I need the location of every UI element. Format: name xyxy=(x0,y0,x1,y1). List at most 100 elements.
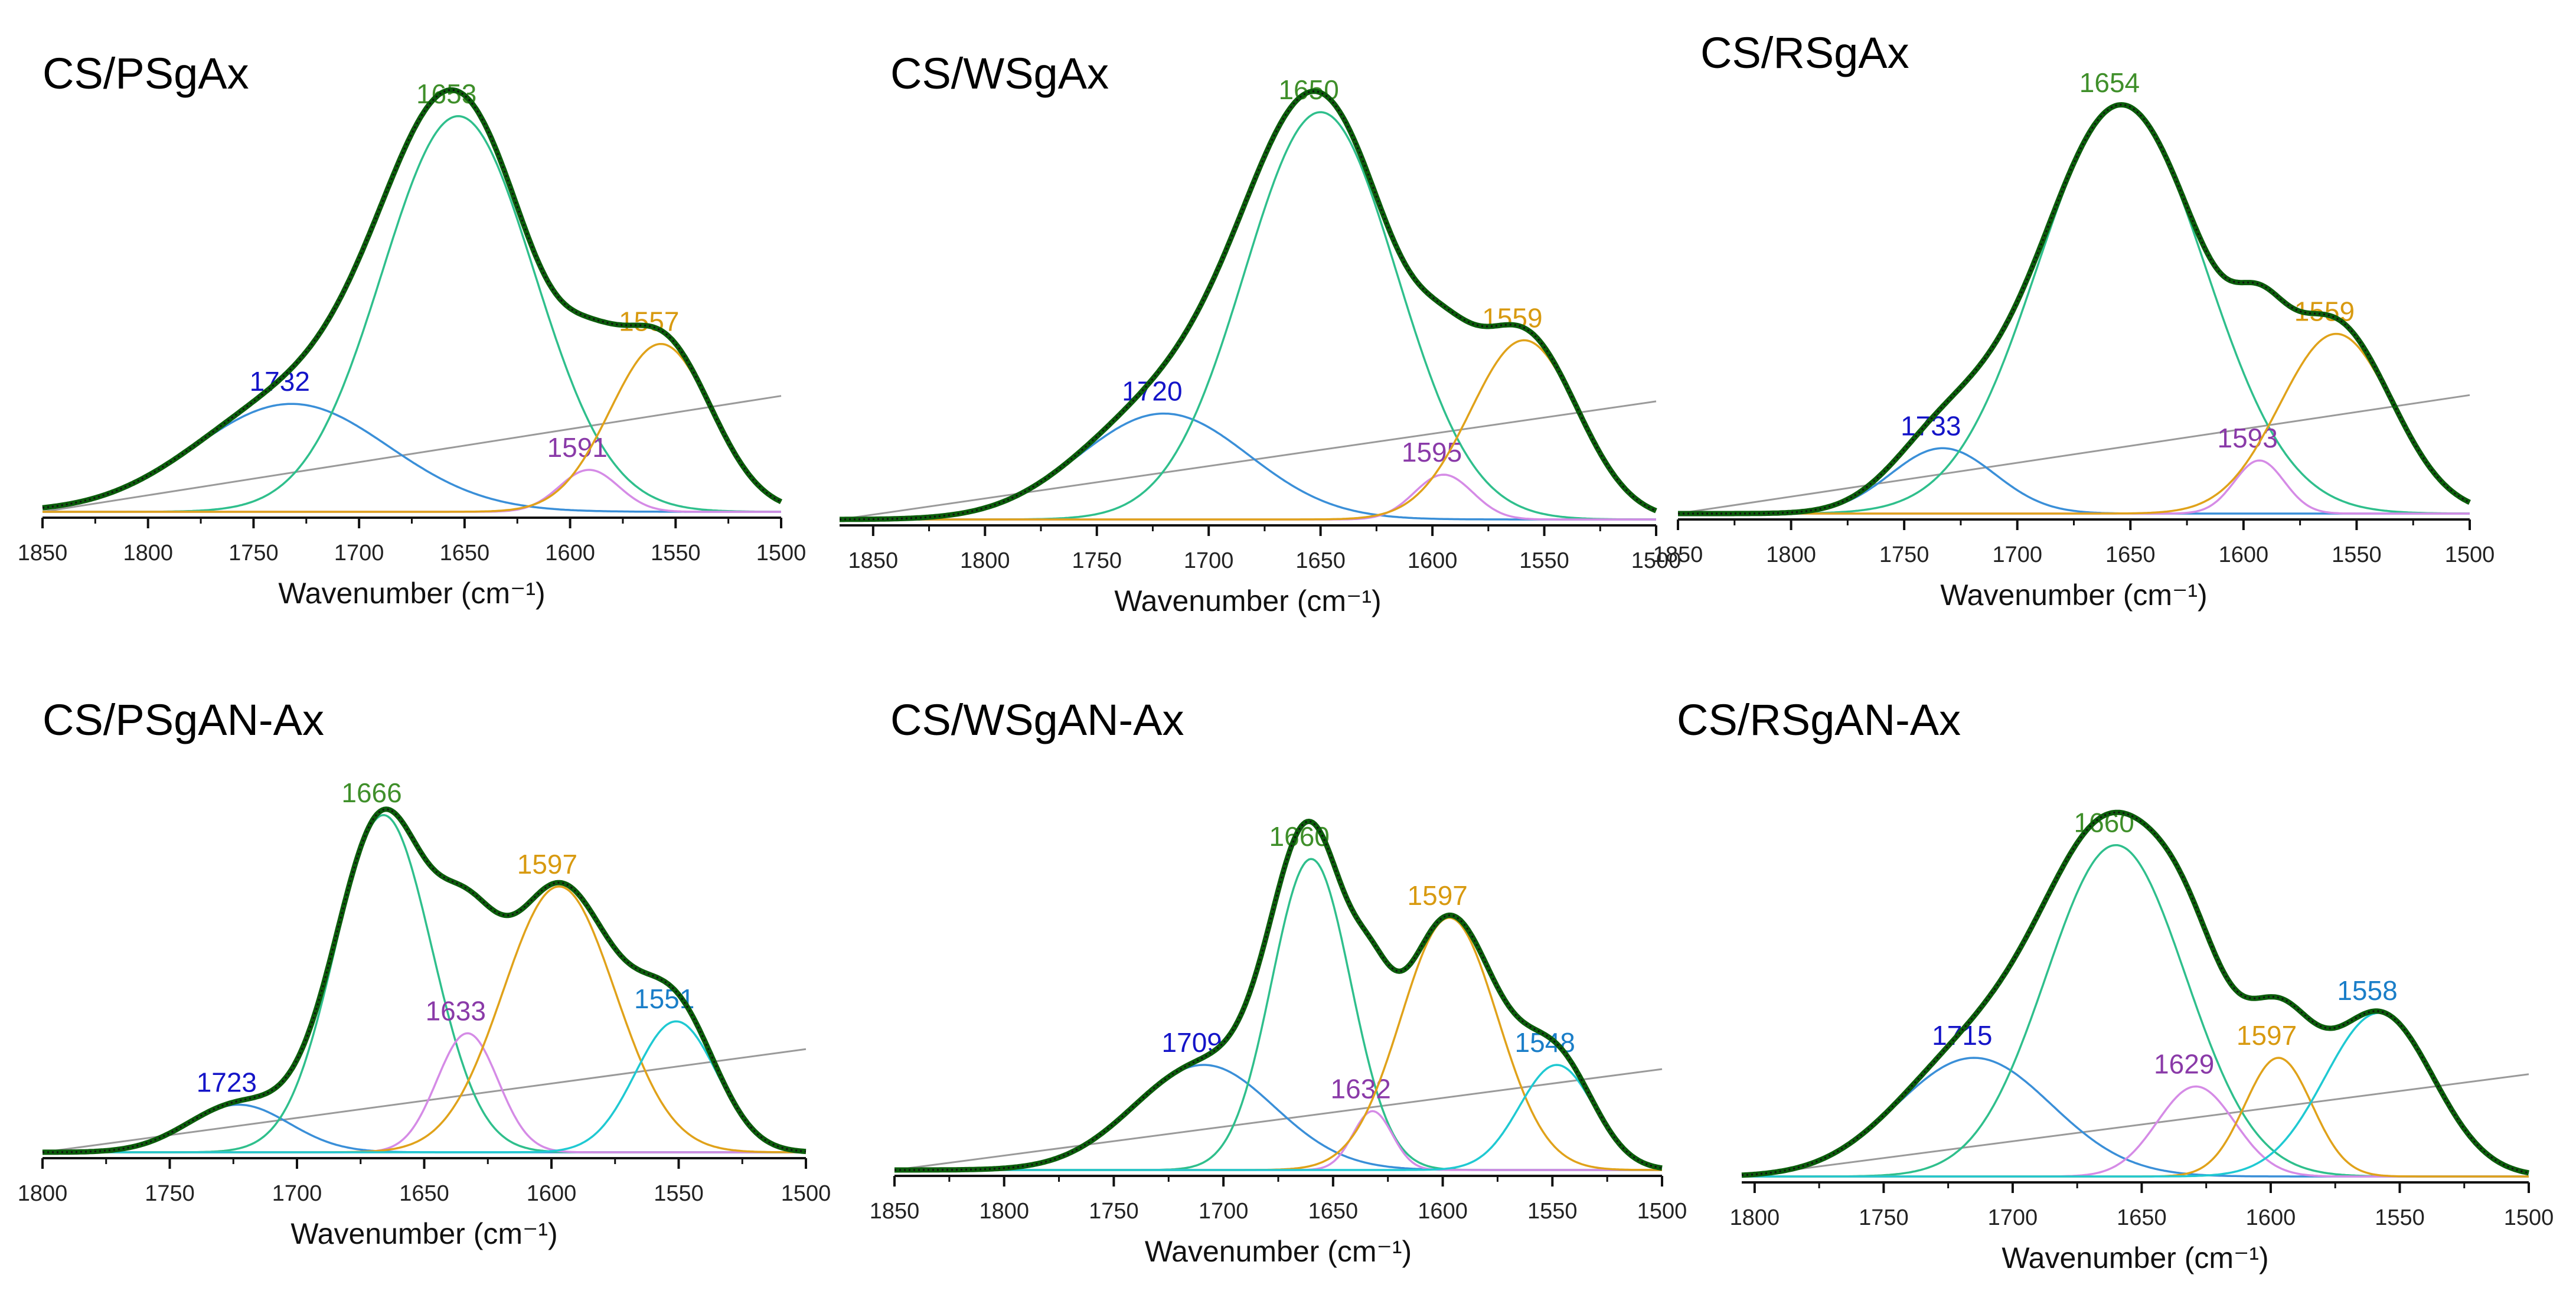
x-tick-label: 1550 xyxy=(1519,548,1569,573)
x-tick-label: 1750 xyxy=(145,1181,195,1206)
x-axis-label: Wavenumber (cm⁻¹) xyxy=(1940,579,2207,612)
x-tick-label: 1550 xyxy=(1527,1199,1578,1224)
peak-curve xyxy=(894,858,1662,1171)
chart-panel: CS/WSgAx 1850 1800 1750 1700 1650 1600 1550 1500… xyxy=(839,49,1682,617)
peak-curve xyxy=(43,1032,806,1153)
x-tick-label: 1800 xyxy=(123,541,173,566)
chart-title: CS/PSgAx xyxy=(43,49,249,98)
chart-title: CS/RSgAN-Ax xyxy=(1677,695,1961,744)
measured-spectrum-dots xyxy=(1678,103,2470,515)
x-tick-label: 1550 xyxy=(651,541,701,566)
peak-label: 1715 xyxy=(1932,1020,1992,1051)
x-tick-label: 1500 xyxy=(2504,1205,2554,1230)
baseline-line xyxy=(1677,394,2470,515)
peak-label: 1597 xyxy=(2237,1020,2297,1051)
x-tick-label: 1800 xyxy=(960,548,1010,573)
peak-label: 1654 xyxy=(2079,67,2140,98)
x-tick-label: 1600 xyxy=(545,541,595,566)
peak-curve xyxy=(1742,844,2529,1178)
x-tick-label: 1500 xyxy=(2445,542,2495,567)
x-tick-label: 1700 xyxy=(1184,548,1234,573)
x-tick-label: 1750 xyxy=(1879,542,1929,567)
x-tick-label: 1700 xyxy=(334,541,384,566)
peak-label: 1558 xyxy=(2337,975,2397,1006)
peak-label: 1723 xyxy=(197,1067,257,1097)
x-tick-label: 1500 xyxy=(1631,548,1682,573)
x-tick-label: 1700 xyxy=(1199,1199,1249,1224)
peak-curve xyxy=(1678,459,2470,515)
peak-label: 1595 xyxy=(1402,437,1462,468)
peak-curve xyxy=(43,1020,807,1153)
peak-curve xyxy=(1678,332,2470,515)
x-tick-label: 1550 xyxy=(654,1181,704,1206)
peak-curve xyxy=(43,342,782,513)
x-tick-label: 1500 xyxy=(781,1181,831,1206)
measured-spectrum-dots xyxy=(840,90,1657,521)
x-tick-label: 1500 xyxy=(1637,1199,1687,1224)
chart-panel: CS/RSgAx 1850 1800 1750 1700 1650 1600 1550 1500… xyxy=(1653,28,2495,612)
peak-label: 1653 xyxy=(416,79,476,109)
peak-curve xyxy=(840,339,1657,521)
x-axis-label: Wavenumber (cm⁻¹) xyxy=(278,577,545,610)
x-tick-label: 1850 xyxy=(18,541,68,566)
x-axis-label: Wavenumber (cm⁻¹) xyxy=(290,1217,557,1250)
baseline-line xyxy=(42,395,782,513)
baseline-line xyxy=(894,1068,1663,1171)
x-tick-label: 1750 xyxy=(228,541,279,566)
peak-label: 1633 xyxy=(426,995,486,1026)
x-tick-label: 1600 xyxy=(1418,1199,1468,1224)
envelope-curve xyxy=(894,818,1663,1173)
chart-title: CS/PSgAN-Ax xyxy=(43,695,324,744)
chart-panel: CS/PSgAN-Ax 1800 1750 1700 1650 1600 1550 1500 W… xyxy=(18,695,831,1250)
peak-curve xyxy=(42,403,781,513)
chart-panel: CS/RSgAN-Ax 1800 1750 1700 1650 1600 1550 1500 W… xyxy=(1677,695,2554,1274)
x-tick-label: 1600 xyxy=(527,1181,577,1206)
x-axis-label: Wavenumber (cm⁻¹) xyxy=(2002,1241,2268,1274)
x-tick-label: 1700 xyxy=(272,1181,322,1206)
chart-panel: CS/WSgAN-Ax 1850 1800 1750 1700 1650 1600 1550 1… xyxy=(870,695,1687,1268)
x-tick-label: 1850 xyxy=(870,1199,920,1224)
x-axis-label: Wavenumber (cm⁻¹) xyxy=(1145,1235,1412,1268)
peak-label: 1733 xyxy=(1901,410,1961,441)
peak-curve xyxy=(894,1064,1663,1171)
baseline-line xyxy=(839,400,1657,521)
chart-title: CS/WSgAN-Ax xyxy=(890,695,1184,744)
x-tick-label: 1600 xyxy=(2246,1205,2296,1230)
x-axis-label: Wavenumber (cm⁻¹) xyxy=(1114,584,1381,617)
x-tick-label: 1650 xyxy=(440,541,490,566)
x-tick-label: 1800 xyxy=(979,1199,1029,1224)
peak-curve xyxy=(840,412,1656,521)
x-tick-label: 1750 xyxy=(1089,1199,1139,1224)
peak-curve xyxy=(42,1103,806,1153)
x-tick-label: 1700 xyxy=(1988,1205,2038,1230)
x-tick-label: 1850 xyxy=(848,548,899,573)
x-tick-label: 1650 xyxy=(2117,1205,2167,1230)
x-tick-label: 1500 xyxy=(756,541,807,566)
peak-label: 1597 xyxy=(517,849,577,880)
peak-curve xyxy=(43,469,781,513)
x-tick-label: 1650 xyxy=(1308,1199,1359,1224)
envelope-curve xyxy=(1741,809,2529,1178)
peak-label: 1629 xyxy=(2154,1049,2214,1080)
peak-label: 1597 xyxy=(1408,880,1468,911)
x-tick-label: 1600 xyxy=(1408,548,1458,573)
peak-label: 1551 xyxy=(634,983,694,1014)
peak-curve xyxy=(1742,1057,2529,1178)
x-tick-label: 1750 xyxy=(1859,1205,1909,1230)
peak-label: 1666 xyxy=(341,777,401,808)
x-tick-label: 1550 xyxy=(2332,542,2382,567)
peak-label: 1591 xyxy=(547,432,608,463)
x-tick-label: 1650 xyxy=(399,1181,449,1206)
chart-title: CS/WSgAx xyxy=(890,49,1109,98)
x-tick-label: 1700 xyxy=(1992,542,2042,567)
peak-curve xyxy=(1741,1057,2529,1178)
baseline-line xyxy=(1741,1073,2529,1178)
x-tick-label: 1650 xyxy=(1295,548,1346,573)
x-tick-label: 1650 xyxy=(2105,542,2156,567)
x-tick-label: 1750 xyxy=(1072,548,1122,573)
peak-label: 1557 xyxy=(619,306,679,337)
measured-spectrum-dots xyxy=(894,820,1663,1171)
x-tick-label: 1850 xyxy=(1653,542,1703,567)
